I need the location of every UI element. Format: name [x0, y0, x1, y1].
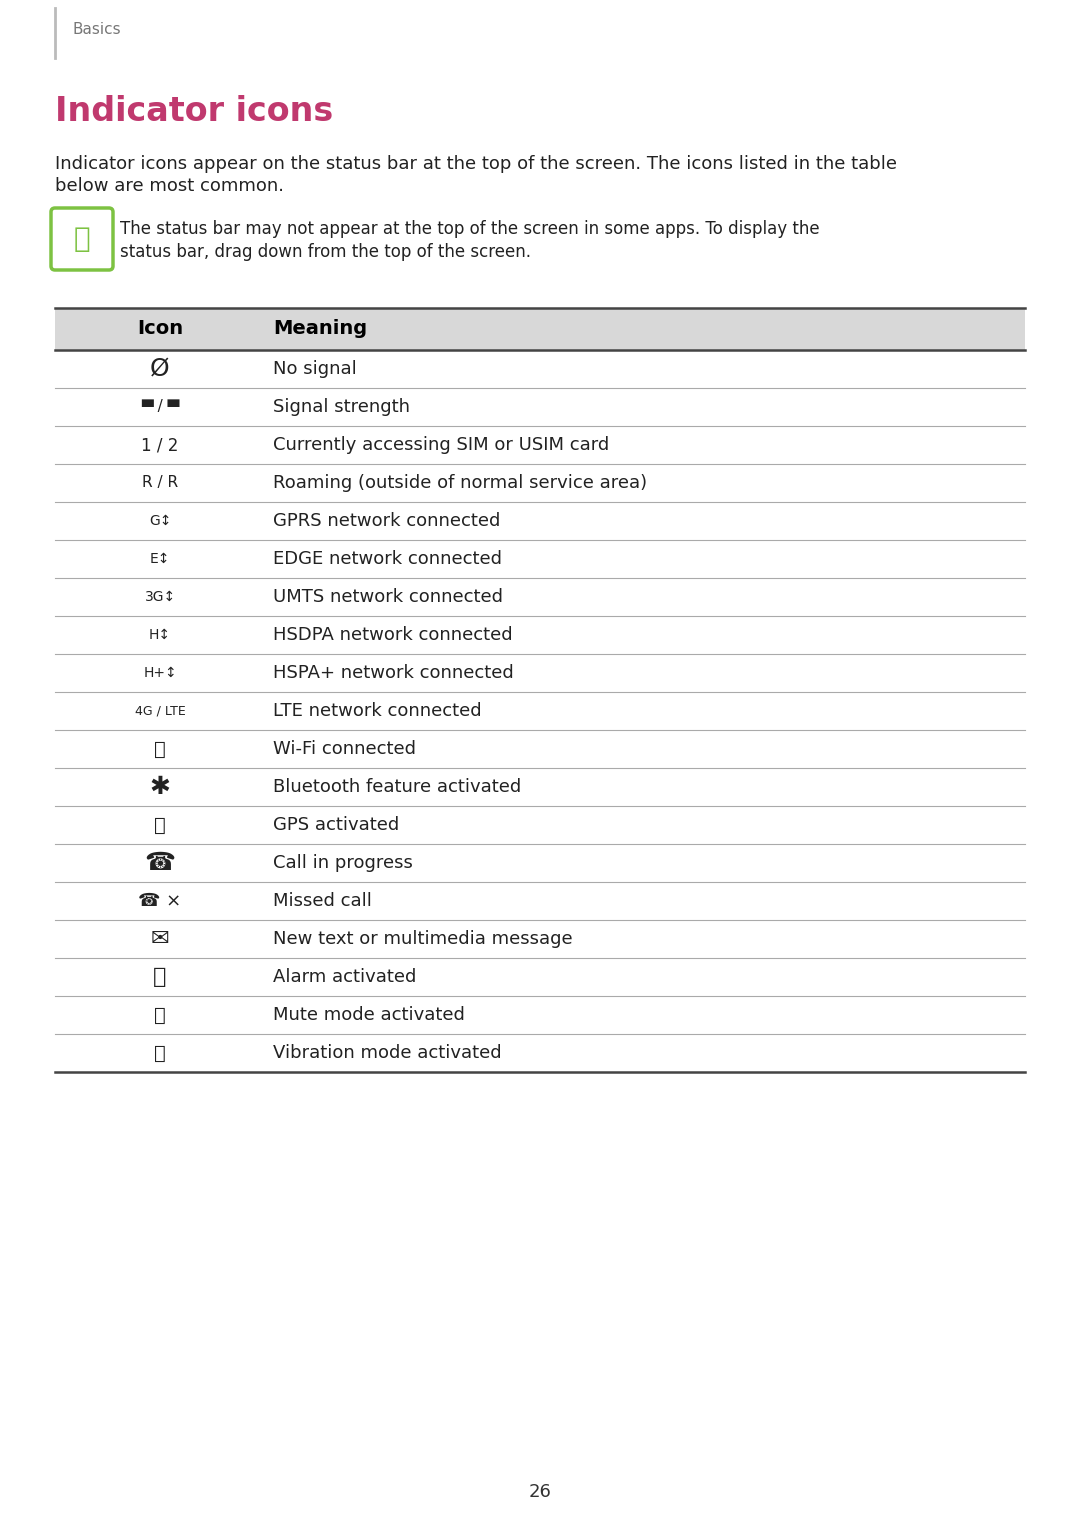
Bar: [55, 1034, 1025, 1072]
Text: 3G↕: 3G↕: [145, 589, 176, 605]
Text: 🔇: 🔇: [154, 1005, 166, 1025]
Bar: [55, 615, 1025, 654]
Text: Indicator icons appear on the status bar at the top of the screen. The icons lis: Indicator icons appear on the status bar…: [55, 156, 897, 173]
Text: Bluetooth feature activated: Bluetooth feature activated: [273, 777, 522, 796]
Text: 26: 26: [528, 1483, 552, 1501]
Bar: [55, 464, 1025, 502]
Text: H↕: H↕: [149, 628, 171, 641]
Text: GPS activated: GPS activated: [273, 815, 400, 834]
Text: Alarm activated: Alarm activated: [273, 968, 417, 986]
Text: EDGE network connected: EDGE network connected: [273, 550, 502, 568]
Text: 📍: 📍: [154, 815, 166, 834]
Text: No signal: No signal: [273, 360, 356, 379]
Text: The status bar may not appear at the top of the screen in some apps. To display : The status bar may not appear at the top…: [120, 220, 820, 238]
Bar: [55, 350, 1025, 388]
Bar: [55, 426, 1025, 464]
Bar: [55, 957, 1025, 996]
Bar: [55, 883, 1025, 919]
Text: Ø: Ø: [150, 357, 170, 382]
Bar: [55, 806, 1025, 844]
Text: Wi-Fi connected: Wi-Fi connected: [273, 741, 416, 757]
FancyBboxPatch shape: [51, 208, 113, 270]
Bar: [55, 654, 1025, 692]
Text: GPRS network connected: GPRS network connected: [273, 512, 500, 530]
Text: 📳: 📳: [154, 1043, 166, 1063]
Text: Basics: Basics: [72, 21, 121, 37]
Bar: [55, 502, 1025, 541]
Text: UMTS network connected: UMTS network connected: [273, 588, 503, 606]
Bar: [55, 388, 1025, 426]
Text: Meaning: Meaning: [273, 319, 367, 339]
Bar: [55, 919, 1025, 957]
Bar: [55, 768, 1025, 806]
Text: New text or multimedia message: New text or multimedia message: [273, 930, 572, 948]
Text: G↕: G↕: [149, 515, 172, 528]
Text: H+↕: H+↕: [144, 666, 177, 680]
Text: status bar, drag down from the top of the screen.: status bar, drag down from the top of th…: [120, 243, 531, 261]
Text: HSPA+ network connected: HSPA+ network connected: [273, 664, 514, 683]
Text: 1 / 2: 1 / 2: [141, 437, 178, 454]
Text: Roaming (outside of normal service area): Roaming (outside of normal service area): [273, 473, 647, 492]
Text: Mute mode activated: Mute mode activated: [273, 1006, 464, 1025]
Text: LTE network connected: LTE network connected: [273, 702, 482, 721]
Text: Call in progress: Call in progress: [273, 854, 413, 872]
Bar: [55, 308, 1025, 350]
Text: R / R: R / R: [141, 475, 178, 490]
Bar: [55, 844, 1025, 883]
Text: Vibration mode activated: Vibration mode activated: [273, 1044, 501, 1061]
Bar: [55, 730, 1025, 768]
Bar: [55, 541, 1025, 579]
Text: ▀ / ▀: ▀ / ▀: [140, 400, 179, 414]
Text: 🔔: 🔔: [73, 224, 91, 253]
Text: Indicator icons: Indicator icons: [55, 95, 334, 128]
Text: 📶: 📶: [154, 739, 166, 759]
Text: ☎ ×: ☎ ×: [138, 892, 181, 910]
Text: ✉: ✉: [151, 928, 170, 948]
Text: Icon: Icon: [137, 319, 184, 339]
Bar: [55, 579, 1025, 615]
Text: below are most common.: below are most common.: [55, 177, 284, 195]
Text: ⏰: ⏰: [153, 967, 166, 986]
Text: HSDPA network connected: HSDPA network connected: [273, 626, 513, 644]
Text: ☎: ☎: [145, 851, 176, 875]
Text: 4G / LTE: 4G / LTE: [135, 704, 186, 718]
Text: Missed call: Missed call: [273, 892, 372, 910]
Bar: [55, 692, 1025, 730]
Bar: [55, 996, 1025, 1034]
Text: Currently accessing SIM or USIM card: Currently accessing SIM or USIM card: [273, 437, 609, 454]
Text: ✱: ✱: [149, 776, 171, 799]
Text: E↕: E↕: [150, 551, 171, 567]
Text: Signal strength: Signal strength: [273, 399, 410, 415]
